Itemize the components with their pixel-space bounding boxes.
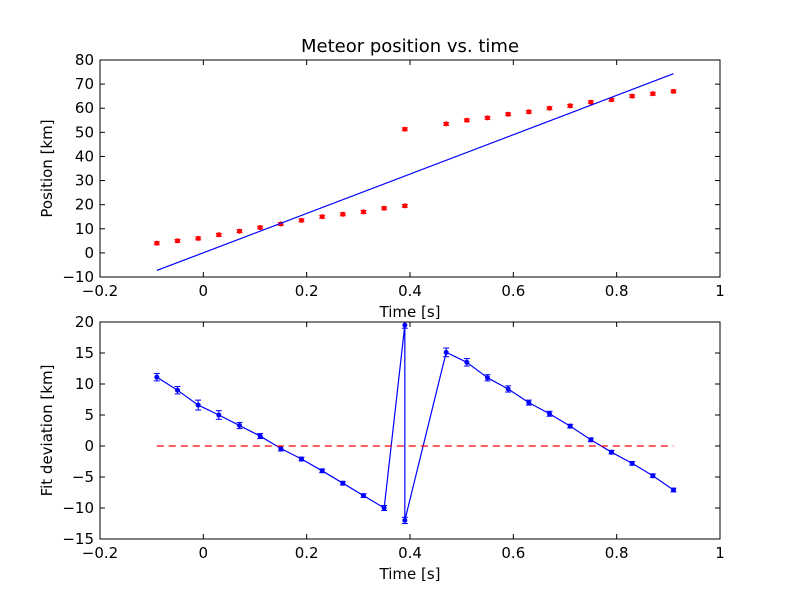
- y-tick-label: 15: [75, 344, 94, 362]
- data-point: [237, 423, 242, 429]
- data-point: [505, 111, 511, 117]
- position-chart: Meteor position vs. time −0.2 0 0.2 0.4 0.6 0.…: [38, 36, 725, 321]
- x-tick-label: −0.2: [82, 544, 118, 562]
- x-tick-label: 0.4: [398, 282, 422, 300]
- plot-area: [153, 321, 677, 524]
- y-tick-label: 60: [75, 99, 94, 117]
- series-line: [156, 325, 674, 521]
- x-tick-label: 0.6: [501, 544, 525, 562]
- data-point: [361, 493, 366, 499]
- data-point: [629, 93, 635, 99]
- y-tick-label: 20: [75, 313, 94, 331]
- y-axis-label: Fit deviation [km]: [38, 365, 56, 497]
- data-point: [443, 349, 449, 355]
- data-point: [671, 88, 676, 94]
- data-point: [505, 386, 511, 392]
- data-point: [650, 473, 656, 479]
- x-tick-label: 0.4: [398, 544, 422, 562]
- data-point: [257, 225, 263, 231]
- y-tick-label: −15: [62, 530, 94, 548]
- y-tick-label: 20: [75, 196, 94, 214]
- data-point: [567, 423, 573, 429]
- data-point: [257, 433, 263, 439]
- y-tick-label: 40: [75, 147, 94, 165]
- x-tick-label: 1: [715, 282, 725, 300]
- data-point: [319, 468, 325, 474]
- data-point: [547, 105, 552, 111]
- y-tick-label: −5: [72, 468, 94, 486]
- data-point: [361, 209, 366, 215]
- data-point: [547, 411, 552, 417]
- data-point: [299, 456, 304, 462]
- series-0: [153, 88, 677, 246]
- x-axis-label: Time [s]: [379, 303, 441, 321]
- data-point: [671, 487, 676, 493]
- series-1: [156, 73, 674, 272]
- data-point: [381, 205, 387, 211]
- data-point: [175, 387, 180, 393]
- x-tick-label: 0.2: [295, 282, 319, 300]
- data-point: [216, 232, 222, 238]
- data-point: [195, 235, 201, 241]
- x-tick-label: 0.8: [605, 282, 629, 300]
- data-point: [175, 238, 180, 244]
- deviation-chart: −0.2 0 0.2 0.4 0.6 0.8 1 −15 −10 −5 0 5 10 15 20 Time […: [38, 313, 725, 583]
- y-tick-label: 0: [84, 437, 94, 455]
- data-point: [237, 228, 242, 234]
- data-point: [402, 322, 408, 328]
- data-point: [588, 99, 594, 105]
- data-point: [402, 203, 408, 209]
- y-tick-label: −10: [62, 499, 94, 517]
- data-point: [402, 517, 408, 523]
- x-axis-label: Time [s]: [379, 565, 441, 583]
- data-point: [381, 505, 387, 511]
- data-point: [464, 359, 470, 365]
- data-point: [278, 445, 284, 451]
- data-point: [567, 103, 573, 109]
- y-tick-label: 50: [75, 123, 94, 141]
- y-tick-label: 10: [75, 375, 94, 393]
- data-point: [319, 214, 325, 220]
- plot-area: [153, 73, 677, 272]
- data-point: [650, 91, 656, 97]
- data-point: [464, 117, 470, 123]
- x-tick-label: 0.6: [501, 282, 525, 300]
- data-point: [154, 240, 160, 246]
- y-tick-label: 5: [84, 406, 94, 424]
- data-point: [154, 374, 160, 380]
- y-tick-label: 0: [84, 244, 94, 262]
- x-tick-label: 0.2: [295, 544, 319, 562]
- y-tick-label: 70: [75, 75, 94, 93]
- data-point: [588, 437, 594, 443]
- data-point: [299, 217, 304, 223]
- data-point: [216, 412, 222, 418]
- data-point: [402, 126, 408, 132]
- data-point: [526, 109, 532, 115]
- data-point: [195, 402, 201, 408]
- x-tick-label: 0: [199, 282, 209, 300]
- x-tick-label: 0.8: [605, 544, 629, 562]
- x-tick-label: 1: [715, 544, 725, 562]
- data-point: [485, 375, 490, 381]
- series-line: [156, 73, 674, 272]
- data-point: [485, 115, 490, 121]
- x-tick-label: −0.2: [82, 282, 118, 300]
- data-point: [340, 211, 346, 217]
- data-point: [443, 121, 449, 127]
- data-point: [526, 400, 532, 406]
- chart-title: Meteor position vs. time: [301, 36, 519, 57]
- y-tick-label: −10: [62, 268, 94, 286]
- series-0: [153, 321, 677, 524]
- data-point: [340, 480, 346, 486]
- y-tick-label: 30: [75, 172, 94, 190]
- y-axis-label: Position [km]: [38, 119, 56, 217]
- x-tick-label: 0: [199, 544, 209, 562]
- y-tick-label: 10: [75, 220, 94, 238]
- data-point: [629, 460, 635, 466]
- data-point: [609, 449, 614, 455]
- y-tick-label: 80: [75, 51, 94, 69]
